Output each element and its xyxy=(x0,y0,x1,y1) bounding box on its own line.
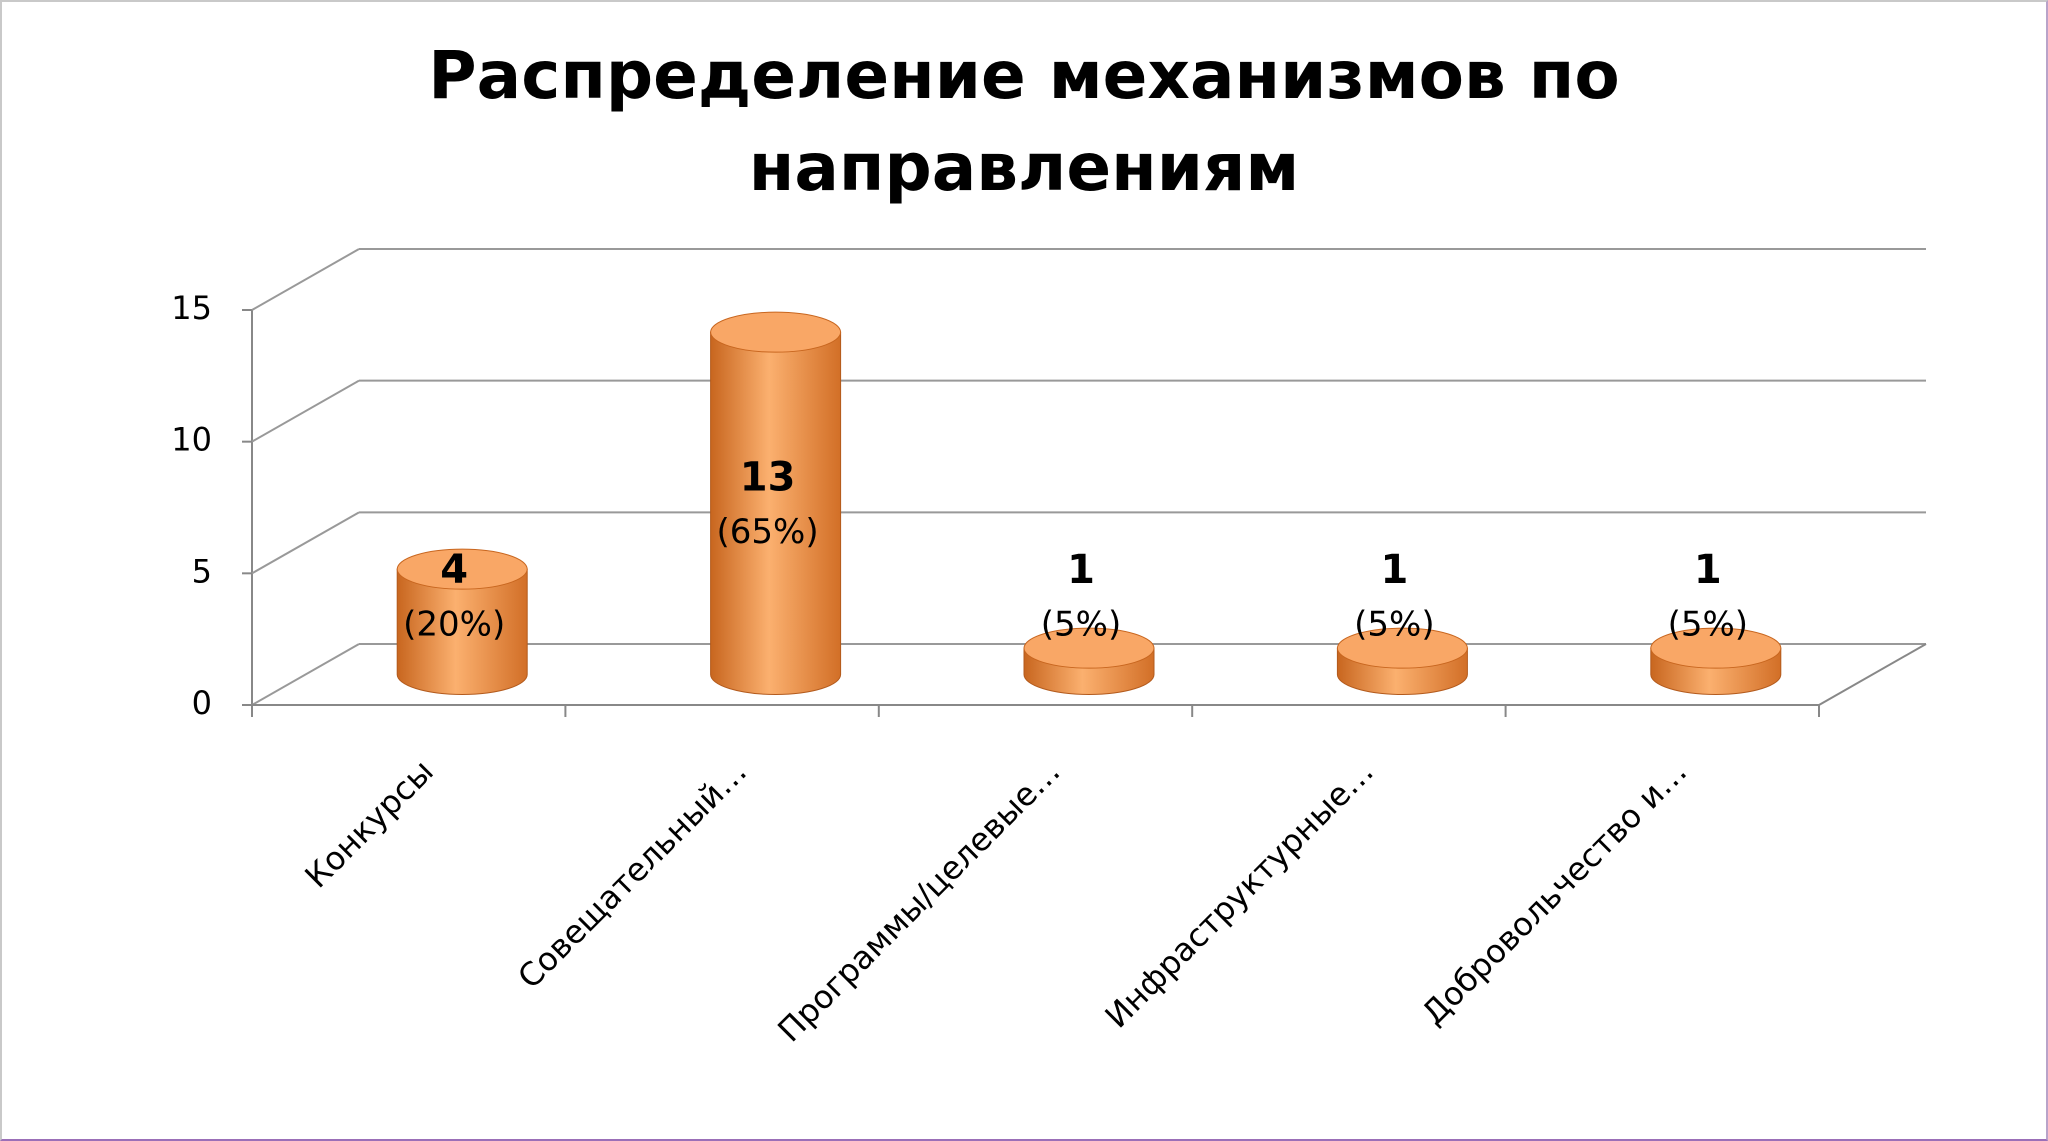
share-label: (65%) xyxy=(717,512,819,552)
cylinder-top xyxy=(1650,627,1782,669)
x-tick-label: Добровольчество и… xyxy=(1414,752,1694,1032)
share-label: (20%) xyxy=(403,605,505,645)
x-tick-label: Программы/целевые… xyxy=(770,752,1067,1049)
y-tick-label: 5 xyxy=(192,552,212,590)
grid-line xyxy=(251,643,360,706)
value-label: 1 xyxy=(1694,547,1722,593)
value-label: 1 xyxy=(1067,547,1095,593)
y-tick-label: 0 xyxy=(192,684,212,722)
value-label: 4 xyxy=(440,547,468,593)
grid-line xyxy=(251,248,360,311)
x-tick-label: Конкурсы xyxy=(297,752,440,895)
value-label: 13 xyxy=(740,454,796,500)
y-tick-label: 10 xyxy=(171,421,212,459)
chart-title: Распределение механизмов по направлениям xyxy=(428,37,1620,206)
value-label: 1 xyxy=(1380,547,1408,593)
share-label: (5%) xyxy=(1668,605,1748,645)
x-tick-label: Инфраструктурные… xyxy=(1098,752,1381,1035)
cylinder-top xyxy=(1336,627,1468,669)
grid-line xyxy=(251,511,360,575)
cylinder xyxy=(396,568,528,695)
cylinder xyxy=(710,331,842,695)
cylinder-top xyxy=(1023,627,1155,669)
y-tick-label: 15 xyxy=(171,289,212,327)
axis-line xyxy=(1818,643,1927,706)
cylinder-top xyxy=(396,548,528,590)
grid-line xyxy=(251,379,360,443)
cylinder-top xyxy=(710,311,842,353)
share-label: (5%) xyxy=(1354,605,1434,645)
share-label: (5%) xyxy=(1041,605,1121,645)
x-tick-label: Совещательный… xyxy=(510,752,754,996)
